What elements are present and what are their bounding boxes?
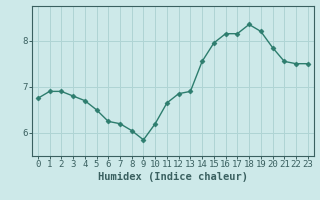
X-axis label: Humidex (Indice chaleur): Humidex (Indice chaleur) — [98, 172, 248, 182]
